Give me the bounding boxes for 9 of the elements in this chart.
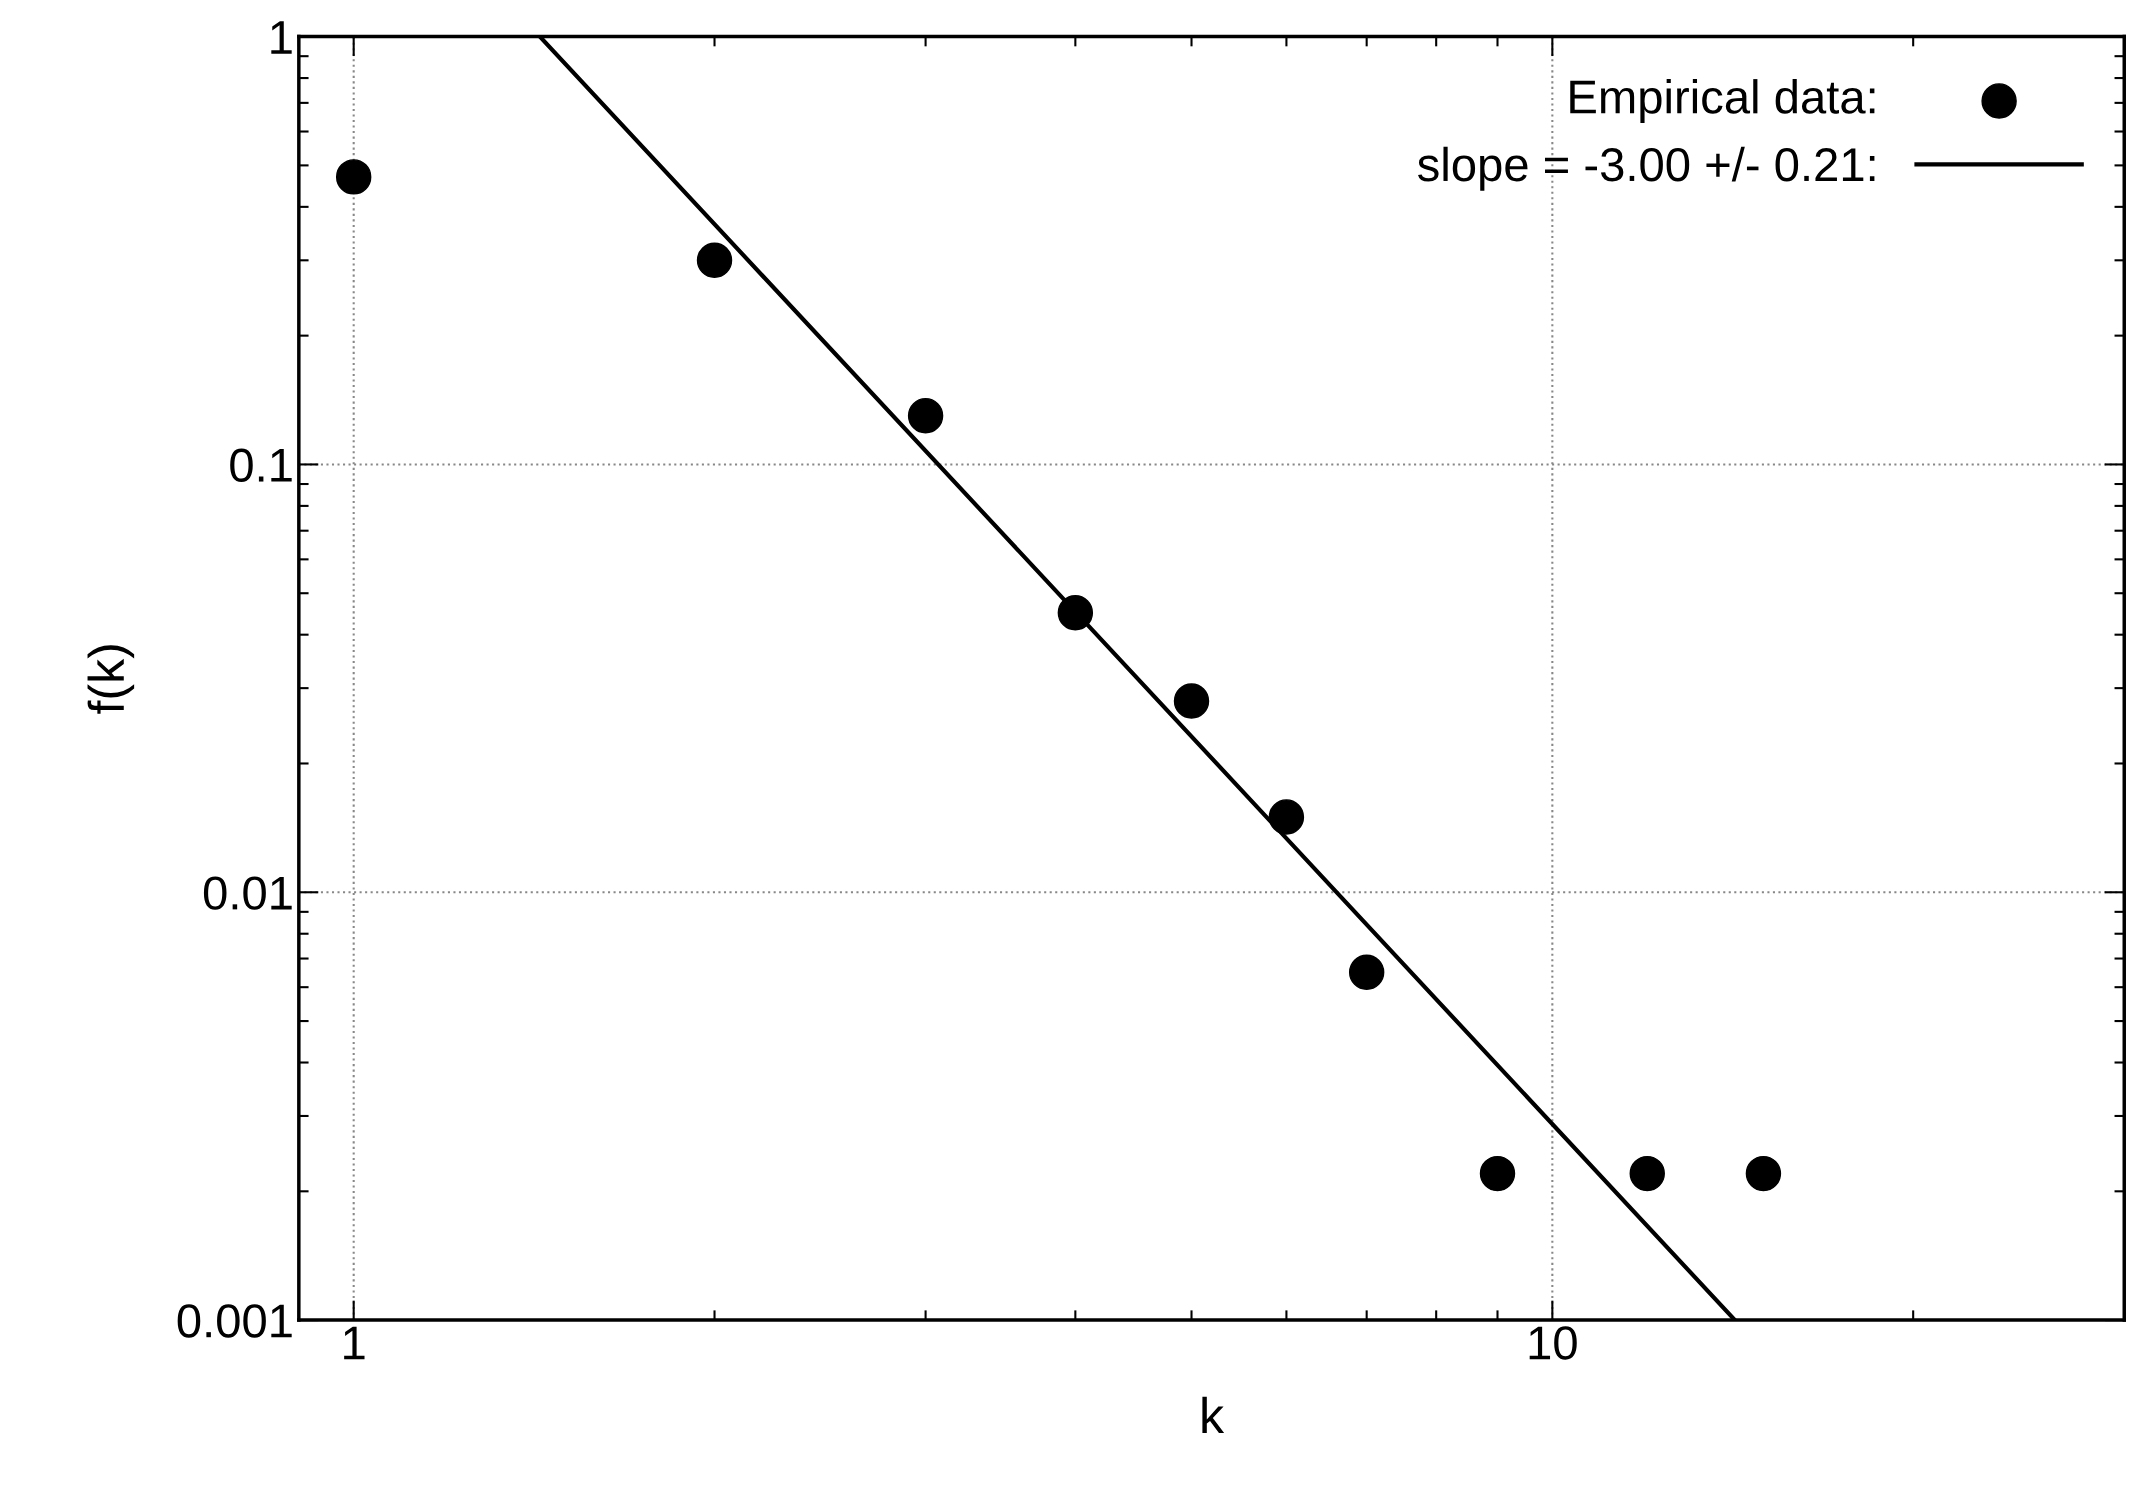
y-tick-label: 0.1 (230, 448, 292, 483)
x-tick-label: 10 (1529, 1326, 1577, 1360)
y-axis-title: f(k) (87, 645, 135, 714)
x-axis-title: k (1202, 1396, 1225, 1433)
y-tick-label: 0.01 (203, 876, 292, 910)
y-tick-label: 0.001 (177, 1304, 292, 1338)
legend-label: slope = -3.00 +/- 0.21: (1418, 146, 1875, 191)
legend-label: Empirical data: (1570, 79, 1875, 124)
y-tick-label: 1 (271, 21, 292, 54)
